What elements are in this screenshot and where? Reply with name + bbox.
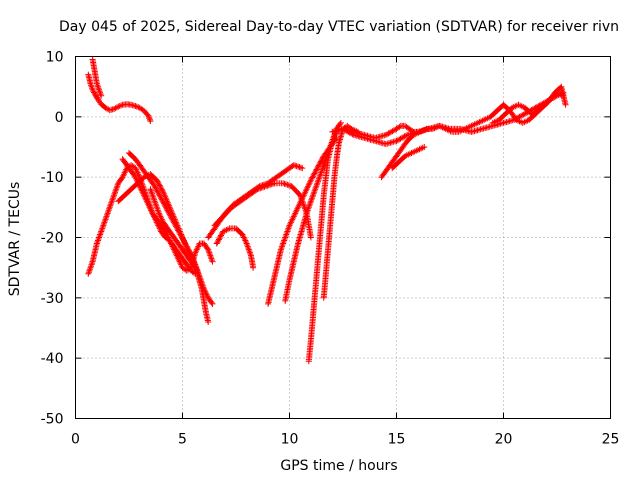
x-tick-label: 10 — [281, 432, 299, 448]
y-axis-label: SDTVAR / TECUs — [7, 182, 23, 297]
y-tick-label: -50 — [41, 412, 64, 428]
series-arc5 — [126, 150, 212, 325]
series-arc8 — [211, 180, 314, 241]
series-arc12 — [305, 119, 344, 365]
series-arc9 — [213, 225, 257, 271]
data-point-markers — [147, 186, 201, 274]
series-arc17 — [489, 89, 567, 126]
series-arc16 — [389, 144, 428, 172]
data-point-markers — [126, 150, 212, 325]
series-arc1 — [85, 71, 154, 125]
y-tick-label: -10 — [41, 170, 64, 186]
data-point-markers — [85, 71, 154, 125]
series-arc13 — [320, 122, 361, 301]
data-point-markers — [213, 225, 257, 271]
x-axis-label: GPS time / hours — [280, 458, 397, 474]
x-tick-label: 25 — [602, 432, 620, 448]
y-tick-label: -30 — [41, 291, 64, 307]
x-tick-label: 15 — [388, 432, 406, 448]
data-point-markers — [489, 89, 567, 126]
x-tick-label: 20 — [495, 432, 513, 448]
series-arc18 — [329, 122, 421, 141]
data-point-markers — [320, 122, 361, 301]
y-tick-label: 10 — [46, 50, 64, 66]
series-arc1b — [89, 56, 105, 99]
ticks: 0 5 10 15 20 25 -50 -40 -30 -20 -10 0 10 — [41, 50, 620, 448]
x-tick-label: 0 — [71, 432, 80, 448]
data-point-markers — [305, 119, 344, 365]
series-arc6 — [147, 186, 201, 274]
y-tick-label: -40 — [41, 351, 64, 367]
data-point-markers — [389, 144, 428, 172]
y-tick-label: 0 — [55, 110, 64, 126]
data-point-markers — [329, 122, 421, 141]
data-point-markers — [89, 56, 105, 99]
data-layer — [85, 56, 569, 365]
data-point-markers — [211, 180, 314, 241]
y-tick-label: -20 — [41, 231, 64, 247]
x-tick-label: 5 — [178, 432, 187, 448]
chart-title: Day 045 of 2025, Sidereal Day-to-day VTE… — [59, 19, 619, 35]
